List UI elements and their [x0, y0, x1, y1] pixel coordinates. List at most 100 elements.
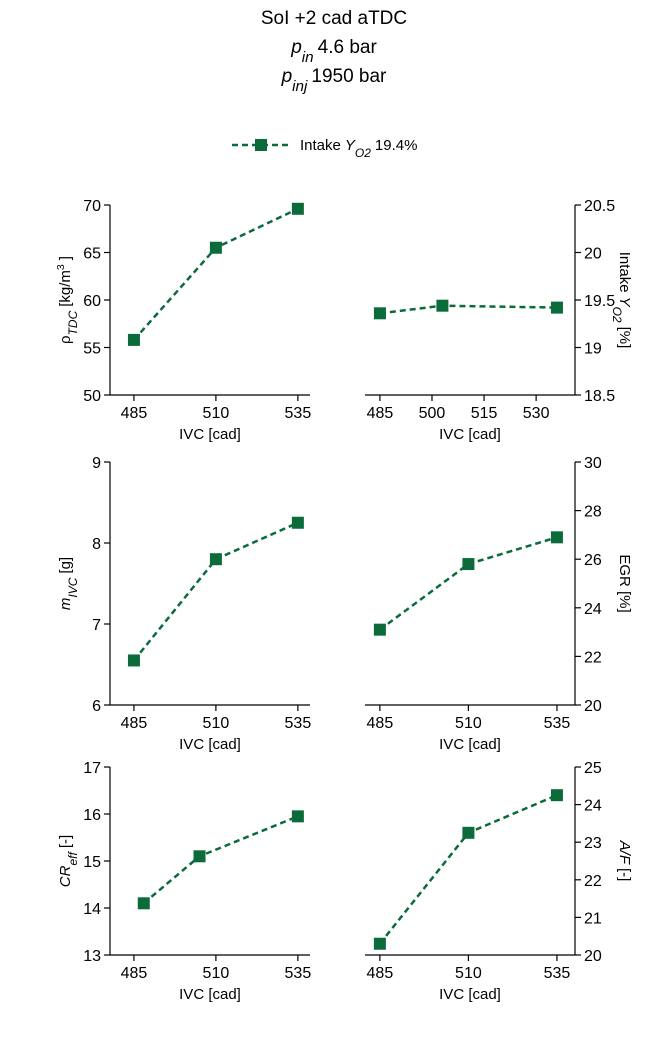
x-tick-label: 510 [203, 965, 230, 982]
marker [550, 301, 563, 314]
y-tick-label: 26 [584, 552, 602, 569]
series-line [379, 536, 558, 631]
marker [550, 531, 563, 544]
text-part: 4.6 bar [318, 37, 378, 58]
y-tick-label: 21 [584, 910, 602, 927]
marker [373, 307, 386, 320]
marker [291, 516, 304, 529]
x-tick-label: 535 [285, 715, 312, 732]
y-tick-label: 30 [584, 455, 602, 472]
text-part: CR [57, 865, 74, 887]
marker [373, 937, 386, 950]
y-tick-label: 15 [83, 854, 101, 871]
text-part: O2 [355, 146, 371, 160]
text-part: O2 [610, 307, 624, 323]
y-tick-label: 6 [92, 698, 101, 715]
marker [127, 654, 140, 667]
series-line [133, 207, 299, 341]
title-line: pinj 1950 bar [281, 66, 387, 95]
x-axis-label: IVC [cad] [439, 986, 501, 1003]
y-tick-label: 23 [584, 835, 602, 852]
text-part: 1950 bar [311, 66, 387, 87]
x-tick-label: 535 [285, 965, 312, 982]
text-part: in [302, 49, 314, 66]
x-tick-label: 485 [121, 405, 148, 422]
text-part: m [57, 598, 74, 611]
text-part: eff [66, 851, 80, 866]
y-tick-label: 22 [584, 873, 602, 890]
text-part: SoI +2 cad aTDC [261, 8, 407, 29]
x-tick-label: 535 [285, 405, 312, 422]
y-tick-label: 19.5 [584, 293, 615, 310]
x-tick-label: 510 [455, 965, 482, 982]
y-tick-label: 17 [83, 760, 101, 777]
series-line [132, 521, 299, 662]
y-tick-label: 20 [584, 698, 602, 715]
marker [137, 897, 150, 910]
text-part: IVC [66, 577, 80, 597]
x-tick-label: 535 [544, 715, 571, 732]
y-tick-label: 50 [83, 388, 101, 405]
y-tick-label: 28 [584, 504, 602, 521]
y-tick-label: 13 [83, 948, 101, 965]
x-tick-label: 500 [419, 405, 446, 422]
text-part: EGR [%] [616, 554, 633, 612]
text-part: [g] [57, 557, 74, 574]
text-part: 3 [55, 264, 67, 270]
series-line [379, 304, 557, 315]
y-tick-label: 25 [584, 760, 602, 777]
x-tick-label: 485 [121, 715, 148, 732]
y-axis-label: CReff [-] [57, 835, 80, 887]
title-line: pin 4.6 bar [290, 37, 377, 66]
marker [209, 241, 222, 254]
x-tick-label: 510 [455, 715, 482, 732]
series-line [378, 794, 558, 945]
marker [436, 299, 449, 312]
text-part: ] [57, 256, 74, 260]
x-tick-label: 510 [203, 405, 230, 422]
y-tick-label: 24 [584, 798, 602, 815]
x-axis-label: IVC [cad] [439, 426, 501, 443]
y-axis-label: A/F [-] [616, 840, 633, 882]
y-tick-label: 55 [83, 341, 101, 358]
x-axis-label: IVC [cad] [179, 986, 241, 1003]
text-part: [kg/m [57, 270, 74, 307]
y-tick-label: 22 [584, 649, 602, 666]
text-part: [%] [616, 327, 633, 349]
marker [462, 826, 475, 839]
y-tick-label: 8 [92, 536, 101, 553]
text-part: Y [616, 297, 633, 308]
y-axis-label: mIVC [g] [57, 557, 80, 610]
y-tick-label: 7 [92, 617, 101, 634]
marker [193, 850, 206, 863]
marker [291, 202, 304, 215]
text-part: 19.4% [375, 137, 418, 154]
y-tick-label: 16 [83, 807, 101, 824]
text-part: Intake [616, 252, 633, 293]
legend-label: Intake YO2 19.4% [300, 137, 417, 160]
marker [373, 623, 386, 636]
marker [462, 558, 475, 571]
text-part: inj [292, 78, 308, 95]
y-tick-label: 70 [83, 198, 101, 215]
x-tick-label: 485 [367, 405, 394, 422]
text-part: [-] [616, 868, 633, 881]
marker [550, 789, 563, 802]
x-tick-label: 485 [367, 965, 394, 982]
y-tick-label: 20.5 [584, 198, 615, 215]
y-tick-label: 14 [83, 901, 101, 918]
x-tick-label: 485 [367, 715, 394, 732]
x-axis-label: IVC [cad] [179, 426, 241, 443]
y-tick-label: 24 [584, 601, 602, 618]
text-part: [-] [57, 835, 74, 848]
text-part: Y [345, 137, 356, 154]
title-line: SoI +2 cad aTDC [261, 8, 407, 29]
x-tick-label: 485 [121, 965, 148, 982]
y-tick-label: 18.5 [584, 388, 615, 405]
y-tick-label: 9 [92, 455, 101, 472]
x-axis-label: IVC [cad] [179, 736, 241, 753]
y-tick-label: 20 [584, 246, 602, 263]
text-part: Intake [300, 137, 341, 154]
